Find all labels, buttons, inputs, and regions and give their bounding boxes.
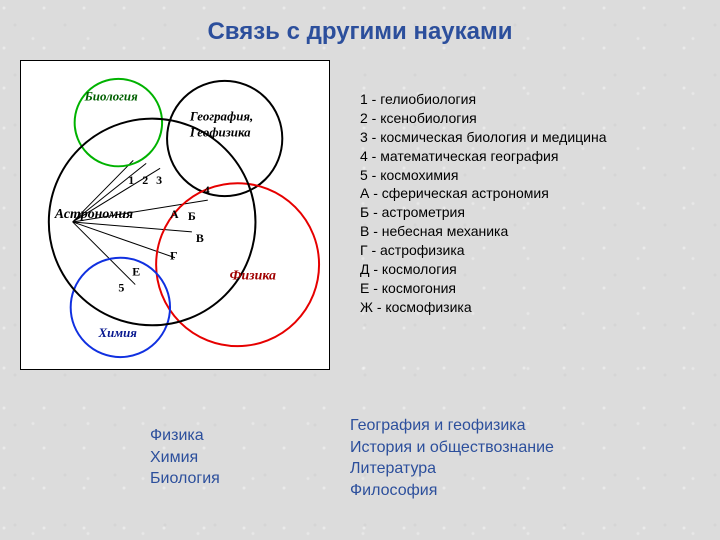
legend-list: 1 - гелиобиология2 - ксенобиология3 - ко… <box>360 90 607 317</box>
diagram-mark-4: А <box>170 207 179 221</box>
legend-item: 2 - ксенобиология <box>360 109 607 128</box>
diagram-mark-2: 3 <box>156 173 162 187</box>
diagram-mark-3: 4 <box>204 183 210 197</box>
ray-4 <box>73 222 192 232</box>
diagram-label-5: Химия <box>97 325 137 340</box>
diagram-mark-7: Г <box>170 249 178 263</box>
diagram-mark-0: 1 <box>128 173 134 187</box>
diagram-mark-1: 2 <box>142 173 148 187</box>
legend-item: 1 - гелиобиология <box>360 90 607 109</box>
legend-item: Ж - космофизика <box>360 298 607 317</box>
science-item: Биология <box>150 468 220 490</box>
diagram-mark-5: Б <box>188 209 196 223</box>
sciences-left: ФизикаХимияБиология <box>150 425 220 490</box>
diagram-label-0: Биология <box>84 89 139 104</box>
diagram-mark-6: В <box>196 231 204 245</box>
legend-item: А - сферическая астрономия <box>360 184 607 203</box>
legend-item: Е - космогония <box>360 279 607 298</box>
diagram-label-4: Физика <box>230 269 276 284</box>
page-title: Связь с другими науками <box>0 18 720 46</box>
circle-chemistry <box>71 258 170 357</box>
venn-svg: Биология География,Геофизика Астрономия Физ… <box>21 61 329 369</box>
legend-item: 4 - математическая география <box>360 147 607 166</box>
venn-diagram: Биология География,Геофизика Астрономия Физ… <box>20 60 330 370</box>
diagram-label-2: Геофизика <box>189 125 251 140</box>
legend-item: Д - космология <box>360 260 607 279</box>
legend-item: Г - астрофизика <box>360 241 607 260</box>
legend-item: В - небесная механика <box>360 222 607 241</box>
legend-item: 3 - космическая биология и медицина <box>360 128 607 147</box>
science-item: История и обществознание <box>350 437 554 459</box>
science-item: Литература <box>350 458 554 480</box>
legend-item: 5 - космохимия <box>360 166 607 185</box>
science-item: Философия <box>350 480 554 502</box>
science-item: Химия <box>150 447 220 469</box>
diagram-label-1: География, <box>189 109 253 124</box>
science-item: География и геофизика <box>350 415 554 437</box>
science-item: Физика <box>150 425 220 447</box>
legend-item: Б - астрометрия <box>360 203 607 222</box>
diagram-label-3: Астрономия <box>54 207 133 222</box>
diagram-mark-8: Е <box>132 265 140 279</box>
diagram-mark-9: 5 <box>118 281 124 295</box>
sciences-right: География и геофизикаИстория и обществоз… <box>350 415 554 501</box>
